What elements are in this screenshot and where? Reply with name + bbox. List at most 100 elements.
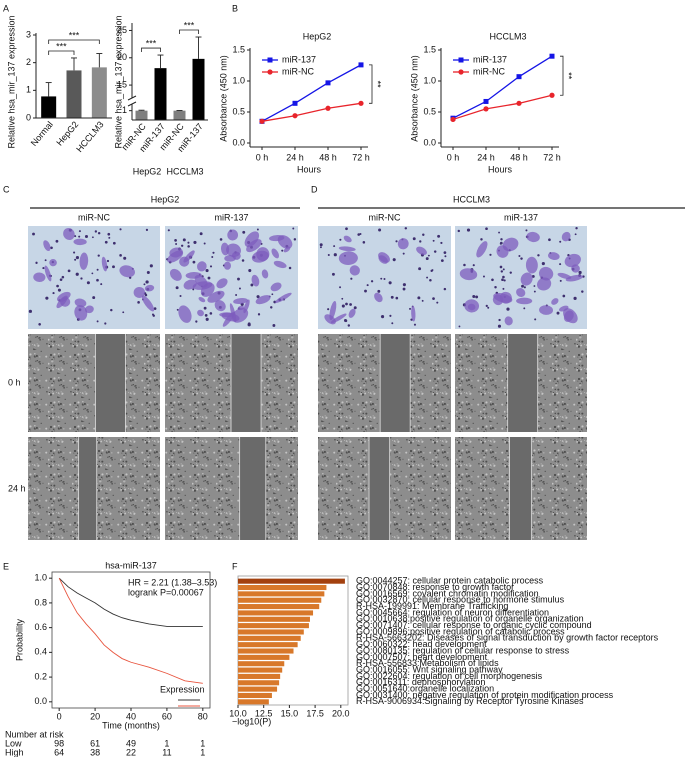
bar (238, 584, 327, 591)
category-label: GO:0010638:positive regulation of organe… (356, 614, 584, 624)
pore (242, 230, 246, 234)
x-tick-label: 10.0 (229, 708, 247, 718)
cell (270, 282, 282, 292)
pore (556, 311, 560, 315)
category-label: GO:0051640:organelle localization (356, 684, 494, 694)
x-tick-label: HepG2 (54, 119, 80, 147)
marker (292, 113, 298, 119)
bar (238, 610, 314, 616)
x-tick-label: 24 h (477, 152, 495, 162)
pore (582, 275, 585, 278)
x-tick-label: HCCLM3 (74, 119, 105, 154)
significance-label: *** (56, 41, 67, 51)
pore (357, 233, 361, 236)
pore (457, 229, 460, 233)
risk-count: 22 (126, 747, 136, 757)
pore (211, 256, 214, 258)
bar (238, 578, 345, 584)
transwell-image (318, 226, 451, 329)
pore (180, 244, 184, 247)
y-tick-label: 0.0 (423, 137, 436, 147)
cell (63, 227, 75, 241)
bar (238, 623, 309, 629)
survival-curve (58, 577, 203, 627)
pore (443, 287, 447, 291)
pore (430, 269, 433, 272)
pore (409, 307, 411, 310)
pore (119, 228, 122, 231)
x-tick-label: 60 (162, 711, 172, 721)
y-tick-label: 2 (26, 57, 31, 67)
pore (97, 254, 100, 257)
column-label: miR-NC (78, 212, 110, 222)
bar (192, 58, 205, 120)
pore (548, 238, 551, 242)
pore (559, 240, 562, 243)
pore (219, 238, 223, 241)
cell (183, 250, 195, 263)
pore (523, 307, 526, 310)
cell (133, 286, 146, 298)
cell (33, 272, 46, 282)
pore (494, 286, 497, 289)
pore (402, 287, 406, 291)
pore (55, 239, 59, 243)
cell (255, 295, 271, 305)
pore (96, 278, 99, 282)
risk-count: 1 (164, 738, 169, 748)
pore (502, 287, 505, 290)
column-label: miR-137 (504, 212, 538, 222)
chart-title: hsa-miR-137 (105, 560, 157, 570)
cell (526, 231, 540, 243)
cell (74, 298, 87, 308)
risk-count: 38 (90, 747, 100, 757)
pore (75, 272, 79, 276)
pore (421, 299, 424, 302)
cell (275, 292, 292, 303)
pore (257, 313, 261, 316)
series-line (452, 55, 553, 119)
cell (261, 269, 269, 279)
pore (145, 280, 149, 284)
pore (432, 239, 435, 242)
wound-image (165, 437, 298, 540)
x-tick-label: 72 h (543, 152, 561, 162)
pore (212, 251, 215, 254)
y-tick-label: 1 (26, 85, 31, 95)
pore (247, 322, 251, 326)
marker (458, 69, 464, 75)
significance-bracket (179, 29, 199, 35)
chart-title: HepG2 (303, 31, 332, 41)
pore (404, 227, 408, 230)
chart-title: HCCLM3 (489, 31, 526, 41)
pore (110, 308, 113, 312)
cell (330, 313, 347, 324)
y-axis-label: Relative hsa_mir_137 expression (6, 15, 16, 148)
cell (251, 274, 260, 287)
category-label: GO:0007507: heart development (356, 652, 488, 662)
cell (233, 297, 248, 305)
pore (106, 259, 110, 263)
pore (463, 263, 466, 267)
x-tick-label: 72 h (352, 152, 370, 162)
significance-bracket (141, 47, 161, 53)
category-label: GO:0032870: cellular response to hormone… (356, 595, 565, 605)
pore (574, 233, 577, 236)
pore (75, 256, 80, 260)
cell (551, 298, 559, 305)
pore (108, 236, 111, 239)
pore (433, 250, 437, 253)
pore (503, 279, 506, 282)
cell (378, 255, 388, 264)
bar (173, 110, 186, 120)
pore (145, 228, 149, 232)
pore (238, 287, 241, 290)
marker (267, 57, 273, 63)
bar (238, 629, 304, 635)
pore (176, 308, 179, 311)
pore (96, 320, 99, 323)
pore (419, 240, 422, 243)
pore (327, 308, 330, 311)
significance-label: *** (69, 30, 80, 40)
cell (183, 279, 197, 290)
